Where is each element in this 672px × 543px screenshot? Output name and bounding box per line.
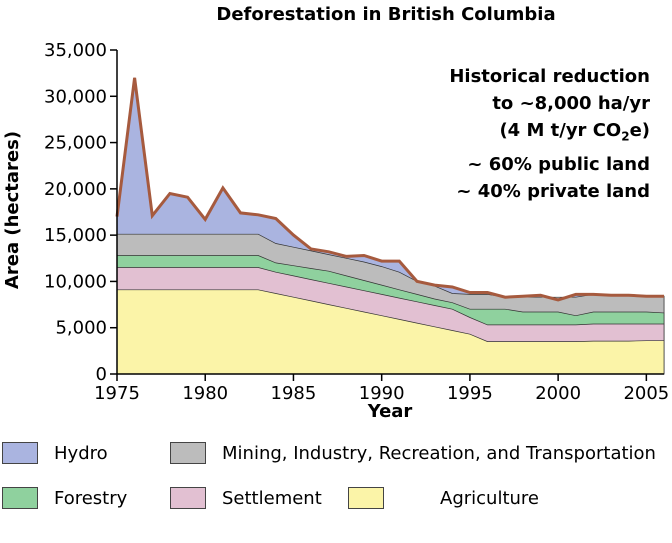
legend-label: Agriculture (440, 487, 539, 509)
y-tick-label: 10,000 (44, 271, 107, 292)
legend-swatch (170, 442, 206, 464)
y-tick-label: 15,000 (44, 225, 107, 246)
y-tick-label: 30,000 (44, 86, 107, 107)
legend-swatch (170, 487, 206, 509)
legend-swatch (348, 487, 384, 509)
x-tick-label: 1995 (447, 383, 493, 404)
x-tick-label: 1980 (182, 383, 228, 404)
y-tick-label: 35,000 (44, 40, 107, 61)
y-tick-label: 5,000 (55, 318, 107, 339)
tick-labels: 0 5,000 10,000 15,000 20,000 25,000 30,000 35,0… (44, 40, 669, 404)
legend-label: Settlement (222, 487, 322, 509)
annotation: Historical reduction to ~8,000 ha/yr (4 … (449, 63, 650, 205)
x-tick-label: 2005 (623, 383, 669, 404)
x-axis-label: Year (367, 401, 413, 422)
chart-title: Deforestation in British Columbia (216, 4, 555, 25)
x-tick-label: 1985 (271, 383, 317, 404)
legend-item-agriculture: Agriculture (348, 487, 539, 509)
legend-swatch (2, 487, 38, 509)
area-agriculture (116, 289, 665, 375)
total-outline (115, 77, 664, 302)
legend-item-forestry: Forestry (2, 487, 127, 509)
legend-label: Forestry (54, 487, 128, 509)
annotation-line: ~ 40% private land (456, 180, 650, 202)
legend-item-settlement: Settlement (170, 487, 322, 509)
legend-label: Mining, Industry, Recreation, and Transp… (222, 442, 656, 464)
x-tick-label: 2000 (535, 383, 581, 404)
legend-swatch (2, 442, 38, 464)
y-tick-label: 20,000 (44, 179, 107, 200)
x-tick-label: 1990 (359, 383, 405, 404)
annotation-line: Historical reduction (449, 66, 650, 87)
legend-label: Hydro (54, 442, 108, 464)
legend-item-hydro: Hydro (2, 442, 108, 464)
legend-item-mining: Mining, Industry, Recreation, and Transp… (170, 442, 656, 464)
annotation-line: (4 M t/yr CO2e) (499, 120, 650, 144)
axes (110, 49, 664, 381)
y-tick-label: 0 (96, 364, 107, 385)
area-layers (116, 77, 665, 375)
annotation-line: to ~8,000 ha/yr (492, 93, 650, 114)
x-tick-label: 1975 (94, 383, 140, 404)
annotation-line: ~ 60% public land (467, 153, 650, 175)
y-tick-label: 25,000 (44, 133, 107, 154)
y-axis-label: Area (hectares) (2, 131, 23, 289)
